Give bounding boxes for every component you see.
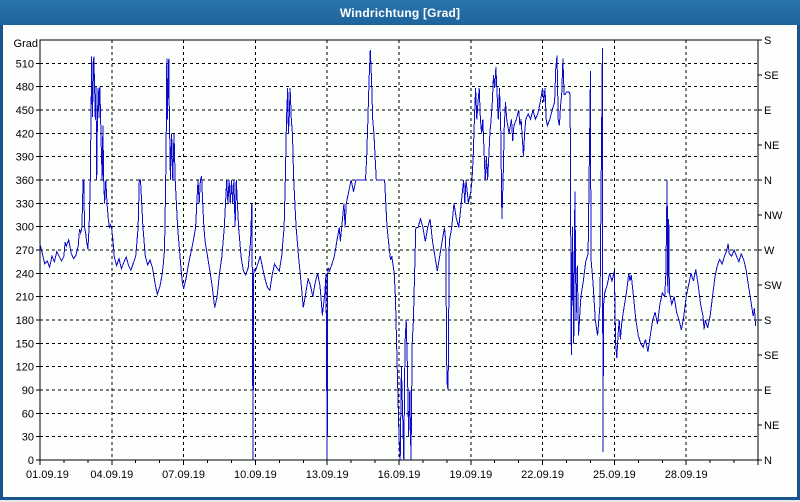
x-tick-label: 10.09.19 [234, 469, 277, 481]
compass-tick-label: S [764, 315, 771, 327]
y-axis-right: N NE E SE S SW W NW N NE E SE S [758, 35, 783, 467]
compass-tick-label: E [764, 105, 771, 117]
chart-area: 0 30 60 90 120 150 180 210 240 270 300 330 360 390 420… [3, 25, 797, 497]
compass-tick-label: N [764, 175, 772, 187]
series-Windrichtung [39, 47, 757, 461]
compass-tick-label: NE [764, 140, 779, 152]
wind-direction-chart: 0 30 60 90 120 150 180 210 240 270 300 330 360 390 420… [14, 35, 783, 481]
y-tick-label: 510 [16, 58, 34, 70]
y-tick-label: 60 [22, 408, 34, 420]
y-tick-label: 150 [16, 338, 34, 350]
compass-tick-label: SW [764, 280, 782, 292]
x-tick-label: 13.09.19 [306, 469, 349, 481]
y-tick-label: 30 [22, 432, 34, 444]
x-tick-label: 25.09.19 [593, 469, 636, 481]
x-tick-label: 04.09.19 [90, 469, 133, 481]
y-tick-label: 390 [16, 152, 34, 164]
y-tick-label: 300 [16, 222, 34, 234]
compass-tick-label: E [764, 385, 771, 397]
x-tick-label: 19.09.19 [449, 469, 492, 481]
x-tick-label: 28.09.19 [665, 469, 708, 481]
y-tick-label: 240 [16, 268, 34, 280]
compass-tick-label: NE [764, 420, 779, 432]
compass-tick-label: SE [764, 70, 779, 82]
y-tick-label: 360 [16, 175, 34, 187]
x-tick-label: 22.09.19 [521, 469, 564, 481]
y-tick-label: 120 [16, 362, 34, 374]
title-bar[interactable]: Windrichtung [Grad] [0, 0, 800, 25]
y-tick-label: 210 [16, 292, 34, 304]
y-tick-label: 480 [16, 82, 34, 94]
y-tick-label: 0 [28, 455, 34, 467]
x-tick-label: 07.09.19 [162, 469, 205, 481]
x-tick-label: 01.09.19 [26, 469, 69, 481]
compass-tick-label: N [764, 455, 772, 467]
compass-tick-label: S [764, 35, 771, 47]
y-tick-label: 270 [16, 245, 34, 257]
y-tick-label: 90 [22, 385, 34, 397]
x-axis: 01.09.19 04.09.19 07.09.19 10.09.19 13.09.19… [26, 460, 759, 481]
series-lines [39, 47, 757, 461]
y-tick-label: 450 [16, 105, 34, 117]
y-tick-label: 330 [16, 198, 34, 210]
window-title: Windrichtung [Grad] [339, 5, 461, 20]
compass-tick-label: W [764, 245, 775, 257]
grid-lines [40, 40, 758, 460]
y-axis-left: 0 30 60 90 120 150 180 210 240 270 300 330 360 390 420… [14, 38, 40, 467]
y-axis-title: Grad [14, 38, 38, 50]
x-tick-label: 16.09.19 [378, 469, 421, 481]
y-tick-label: 180 [16, 315, 34, 327]
y-tick-label: 420 [16, 128, 34, 140]
compass-tick-label: SE [764, 350, 779, 362]
compass-tick-label: NW [764, 210, 783, 222]
